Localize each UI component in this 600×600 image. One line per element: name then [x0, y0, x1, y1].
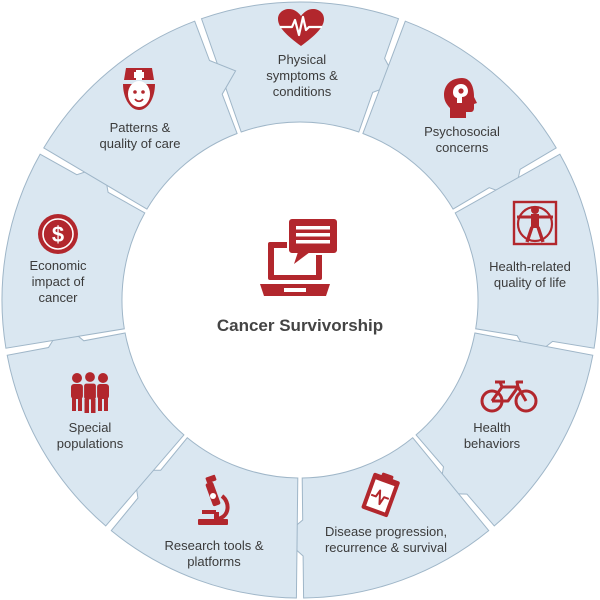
wheel-segment [6, 322, 185, 527]
segment-label-physical: Physical symptoms & conditions [266, 52, 338, 99]
clipboard-chart-icon [361, 472, 400, 518]
wheel-segment [110, 436, 299, 599]
segment-label-patterns-of-care: Patterns & quality of care [99, 120, 181, 151]
wheel-segment [454, 153, 599, 360]
wheel-segment [415, 332, 594, 527]
head-profile-icon [444, 78, 477, 118]
segment-label-health-behaviors: Health behaviors [463, 420, 521, 451]
wheel-segment [43, 20, 238, 210]
vitruvian-man-icon [512, 200, 558, 246]
center-title: Cancer Survivorship [216, 316, 384, 335]
segment-label-research-tools: Research tools & platforms [164, 538, 264, 569]
dollar-coin-icon: $ [38, 214, 78, 254]
segment-label-special-populations: Special populations [56, 420, 124, 451]
wheel-segment [1, 153, 146, 349]
people-group-icon [71, 370, 109, 413]
bicycle-icon [480, 380, 538, 413]
segment-label-quality-of-life: Health-related quality of life [489, 259, 571, 290]
svg-text:$: $ [52, 222, 64, 247]
nurse-icon [123, 68, 155, 110]
segment-label-disease-progression: Disease progression, recurrence & surviv… [324, 524, 448, 555]
heart-pulse-icon [278, 9, 324, 46]
wheel-segment [200, 1, 400, 133]
microscope-icon [198, 474, 230, 525]
segment-label-economic-impact: Economic impact of cancer [29, 258, 87, 305]
laptop-chat-icon [260, 217, 339, 296]
segment-label-psychosocial: Psychosocial concerns [424, 124, 500, 155]
wheel-segment [281, 436, 490, 599]
